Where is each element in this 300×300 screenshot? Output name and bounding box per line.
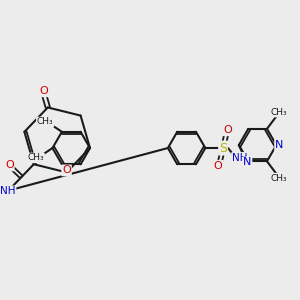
Text: O: O [40,86,48,96]
Text: CH₃: CH₃ [271,108,287,117]
Text: O: O [62,165,71,176]
Text: NH: NH [232,153,248,163]
Text: N: N [275,140,284,150]
Text: O: O [224,125,232,135]
Text: NH: NH [0,186,16,196]
Text: N: N [243,157,251,167]
Text: CH₃: CH₃ [37,117,53,126]
Text: O: O [214,161,223,171]
Text: CH₃: CH₃ [271,174,287,183]
Text: O: O [5,160,14,170]
Text: S: S [219,142,227,154]
Text: CH₃: CH₃ [27,153,44,162]
